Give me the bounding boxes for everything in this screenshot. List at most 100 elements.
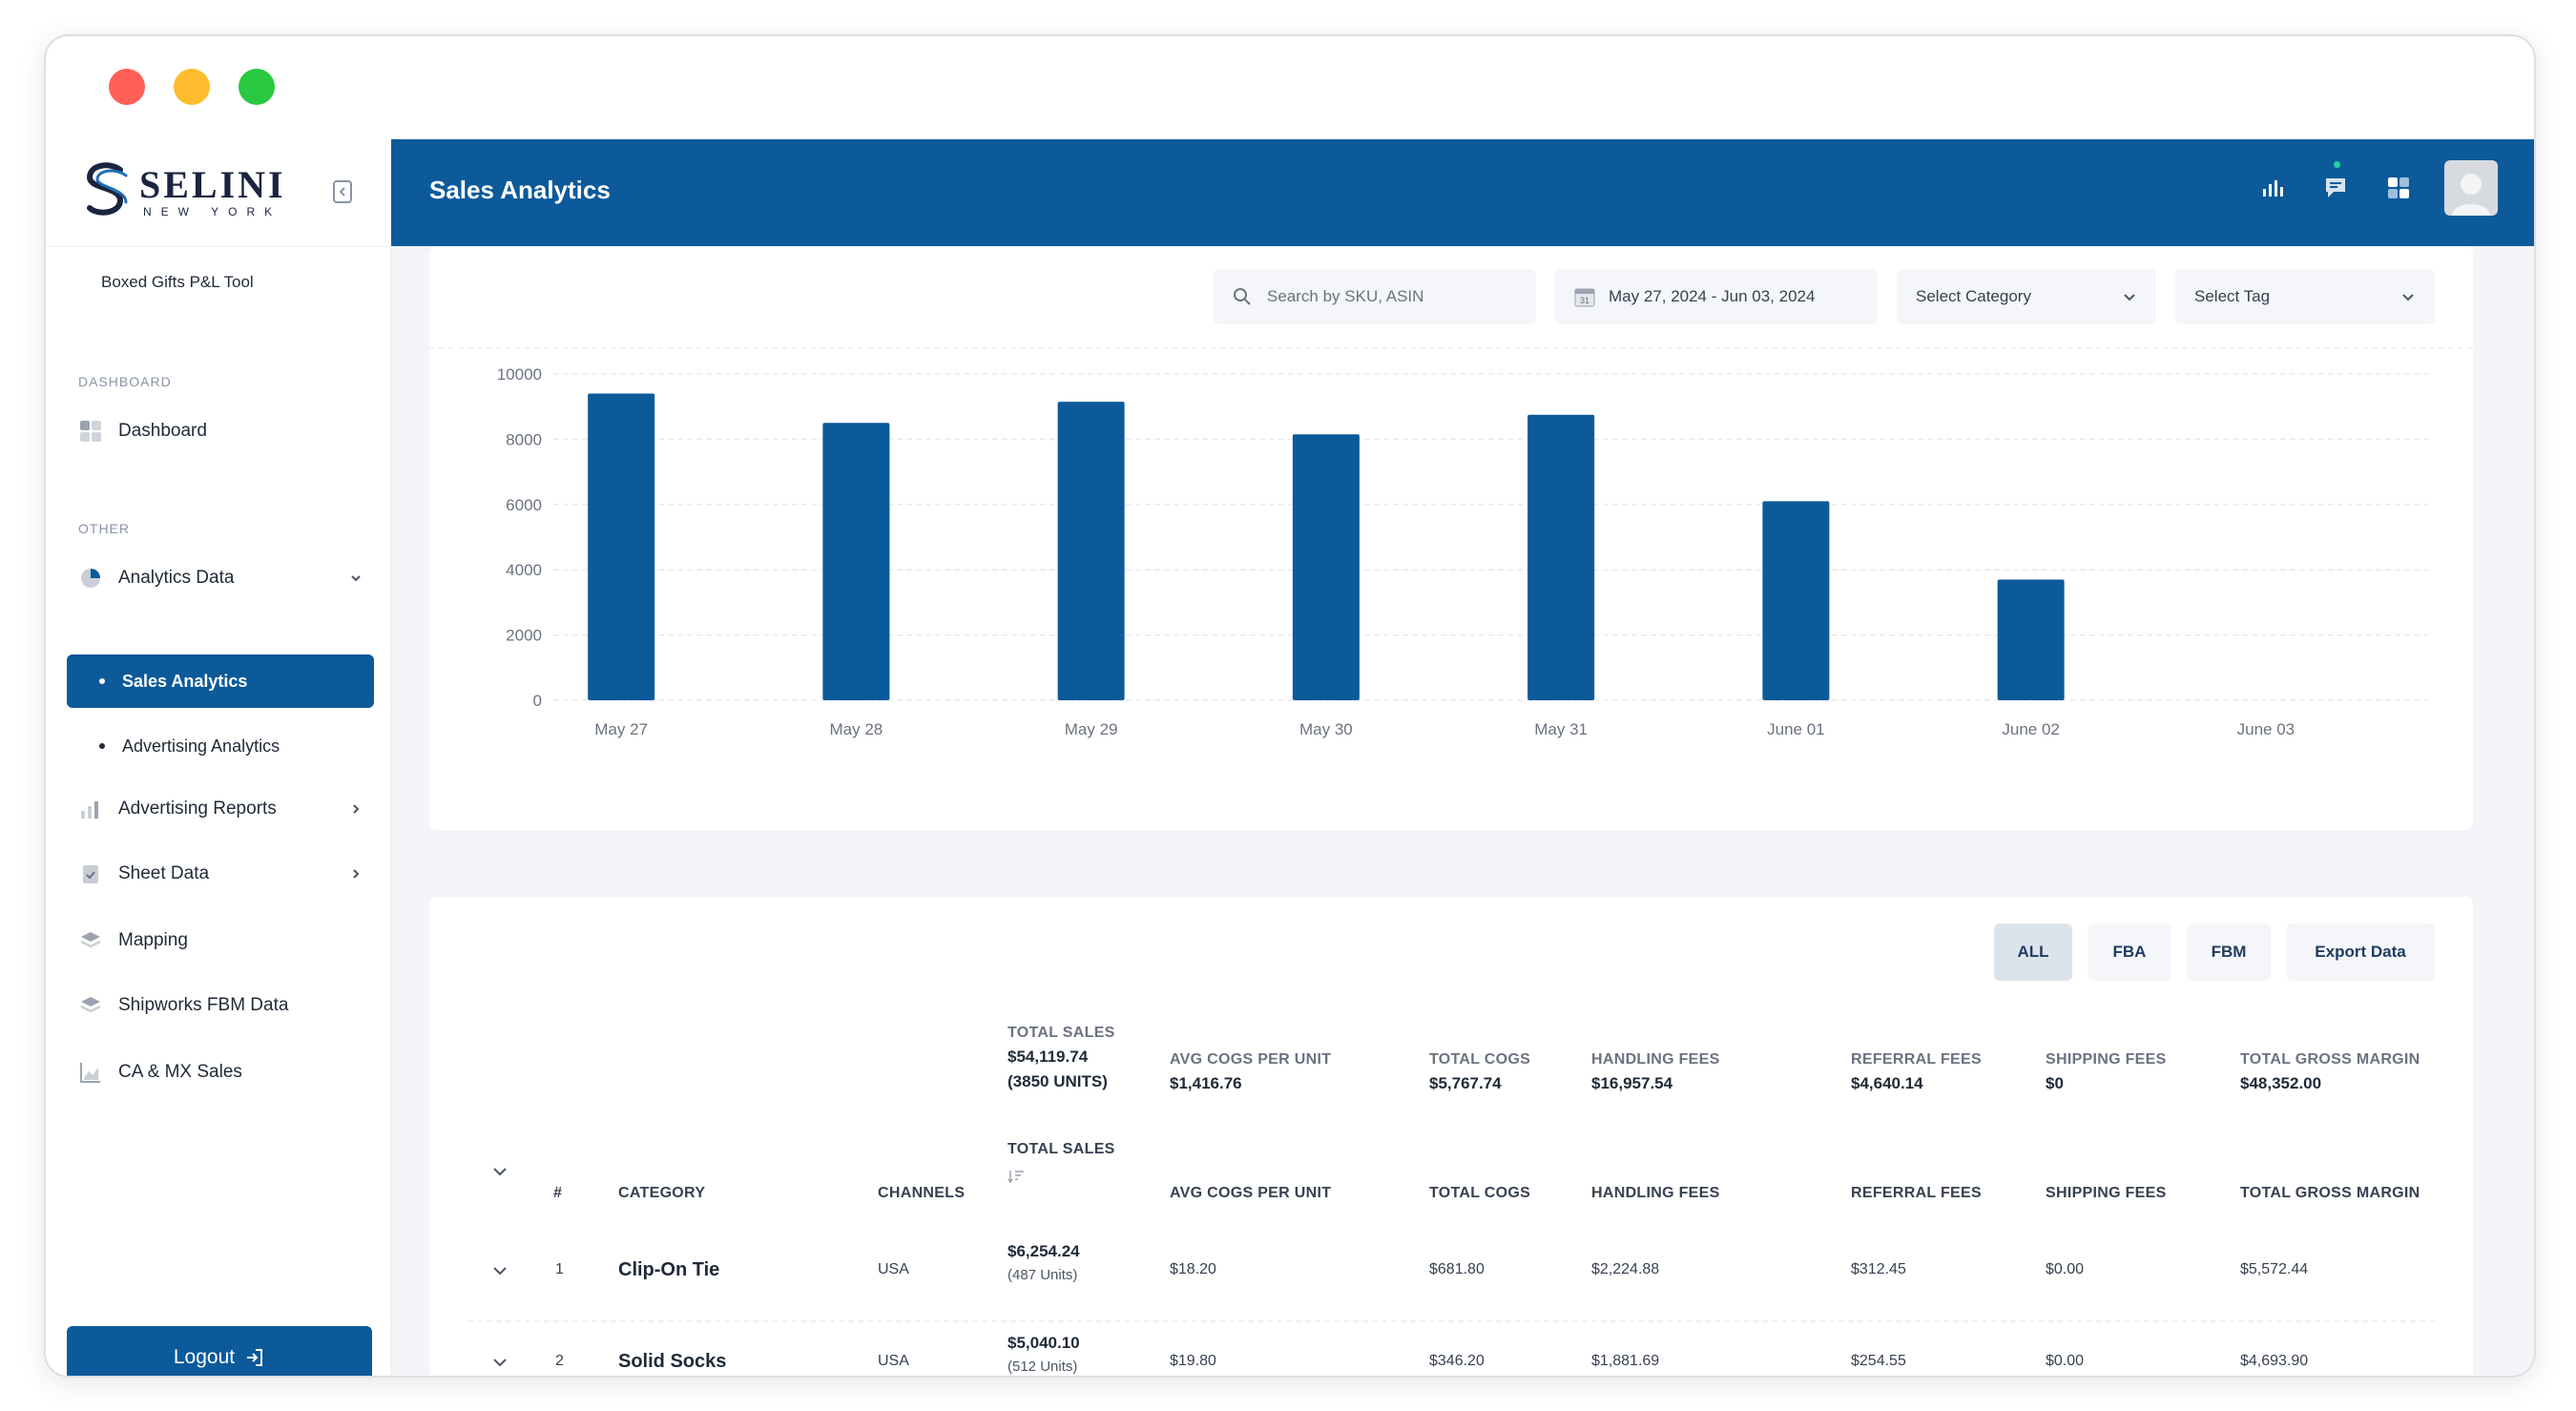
y-tick-label: 8000 bbox=[506, 430, 542, 448]
total-cogs-summary: TOTAL COGS $5,767.74 bbox=[1429, 1051, 1530, 1093]
chart-bar bbox=[1997, 579, 2065, 700]
search-input[interactable]: Search by SKU, ASIN bbox=[1214, 269, 1536, 324]
user-avatar[interactable] bbox=[2444, 160, 2498, 216]
dashboard-grid-icon bbox=[78, 419, 103, 444]
row-total-sales: $6,254.24 (487 Units) bbox=[1008, 1242, 1080, 1283]
chart-bar bbox=[1057, 402, 1125, 700]
chart-bar bbox=[588, 393, 655, 700]
app-window: SELINI NEW YORK Boxed Gifts P&L Tool DAS… bbox=[44, 34, 2536, 1378]
sidebar-item-ca-mx-sales[interactable]: CA & MX Sales bbox=[78, 1046, 380, 1099]
sort-icon[interactable] bbox=[1008, 1168, 1025, 1185]
messages-icon[interactable] bbox=[2318, 161, 2353, 205]
maximize-window-button[interactable] bbox=[239, 69, 275, 105]
sidebar-item-label: CA & MX Sales bbox=[118, 1062, 242, 1082]
bar-chart-icon bbox=[78, 797, 103, 821]
calendar-icon: 31 bbox=[1574, 286, 1595, 307]
category-select[interactable]: Select Category bbox=[1897, 269, 2156, 324]
section-label-dashboard: DASHBOARD bbox=[78, 374, 172, 389]
x-tick-label: May 30 bbox=[1299, 720, 1353, 738]
sidebar-item-analytics-data[interactable]: Analytics Data bbox=[78, 551, 380, 605]
filter-fbm-button[interactable]: FBM bbox=[2187, 923, 2271, 981]
shipping-fees-summary: SHIPPING FEES $0 bbox=[2046, 1051, 2167, 1093]
row-shipping-fees: $0.00 bbox=[2046, 1261, 2085, 1277]
date-range-picker[interactable]: 31 May 27, 2024 - Jun 03, 2024 bbox=[1555, 269, 1878, 324]
analytics-icon[interactable] bbox=[2255, 171, 2290, 205]
row-category[interactable]: Clip-On Tie bbox=[618, 1259, 720, 1280]
y-tick-label: 10000 bbox=[497, 365, 542, 384]
minimize-window-button[interactable] bbox=[174, 69, 210, 105]
column-header-avg-cogs[interactable]: AVG COGS PER UNIT bbox=[1170, 1185, 1332, 1201]
sidebar-item-label: Advertising Analytics bbox=[122, 736, 280, 756]
sidebar-item-advertising-reports[interactable]: Advertising Reports bbox=[78, 782, 380, 836]
column-header-category[interactable]: CATEGORY bbox=[618, 1185, 706, 1201]
sidebar-divider bbox=[46, 246, 390, 247]
row-num: 2 bbox=[555, 1353, 564, 1369]
header-actions bbox=[2255, 160, 2498, 216]
expand-row-icon[interactable] bbox=[490, 1353, 509, 1372]
gross-margin-value: $48,352.00 bbox=[2240, 1074, 2322, 1092]
chevron-right-icon bbox=[353, 804, 360, 814]
handling-fees-label: HANDLING FEES bbox=[1591, 1051, 1720, 1068]
row-channels: USA bbox=[878, 1261, 909, 1277]
sales-table-card: ALL FBA FBM Export Data TOTAL SALES $54,… bbox=[429, 897, 2473, 1376]
expand-row-icon[interactable] bbox=[490, 1261, 509, 1280]
close-window-button[interactable] bbox=[109, 69, 145, 105]
shipping-fees-label: SHIPPING FEES bbox=[2046, 1051, 2167, 1068]
chart-bar bbox=[822, 423, 890, 700]
sidebar-item-sales-analytics[interactable]: Sales Analytics bbox=[67, 654, 374, 708]
row-units: (512 Units) bbox=[1008, 1359, 1078, 1375]
column-header-num: # bbox=[553, 1185, 563, 1201]
brand-subtitle: NEW YORK bbox=[143, 204, 282, 218]
brand-logo[interactable]: SELINI NEW YORK bbox=[82, 160, 286, 219]
referral-fees-label: REFERRAL FEES bbox=[1851, 1051, 1982, 1068]
search-placeholder: Search by SKU, ASIN bbox=[1267, 287, 1424, 305]
sidebar-item-label: Analytics Data bbox=[118, 568, 235, 588]
sidebar-item-sheet-data[interactable]: Sheet Data bbox=[78, 847, 380, 901]
column-header-handling-fees[interactable]: HANDLING FEES bbox=[1591, 1185, 1720, 1201]
row-handling-fees: $1,881.69 bbox=[1591, 1353, 1660, 1369]
column-header-channels[interactable]: CHANNELS bbox=[878, 1185, 966, 1201]
x-tick-label: June 02 bbox=[2002, 720, 2060, 738]
channel-filter: ALL FBA FBM Export Data bbox=[1994, 923, 2435, 981]
x-tick-label: June 01 bbox=[1767, 720, 1825, 738]
tool-name: Boxed Gifts P&L Tool bbox=[101, 273, 254, 291]
row-total-sales: $5,040.10 (512 Units) bbox=[1008, 1334, 1080, 1375]
column-header-total-cogs[interactable]: TOTAL COGS bbox=[1429, 1185, 1531, 1201]
row-num: 1 bbox=[555, 1261, 564, 1277]
row-total-cogs: $346.20 bbox=[1429, 1353, 1485, 1369]
sidebar-item-label: Shipworks FBM Data bbox=[118, 995, 289, 1015]
tag-select[interactable]: Select Tag bbox=[2175, 269, 2435, 324]
column-header-total-sales[interactable]: TOTAL SALES bbox=[1008, 1141, 1115, 1190]
column-header-referral-fees[interactable]: REFERRAL FEES bbox=[1851, 1185, 1982, 1201]
filter-fba-button[interactable]: FBA bbox=[2088, 923, 2171, 981]
referral-fees-summary: REFERRAL FEES $4,640.14 bbox=[1851, 1051, 1982, 1093]
chevron-down-icon bbox=[2402, 294, 2414, 301]
total-sales-summary: TOTAL SALES $54,119.74 (3850 UNITS) bbox=[1008, 1025, 1115, 1091]
gross-margin-summary: TOTAL GROSS MARGIN $48,352.00 bbox=[2240, 1051, 2420, 1093]
row-total-cogs: $681.80 bbox=[1429, 1261, 1485, 1277]
filter-all-button[interactable]: ALL bbox=[1994, 923, 2072, 981]
column-header-shipping-fees[interactable]: SHIPPING FEES bbox=[2046, 1185, 2167, 1201]
chevron-down-icon bbox=[2124, 294, 2135, 301]
expand-all-icon[interactable] bbox=[490, 1162, 509, 1181]
category-select-value: Select Category bbox=[1916, 287, 2031, 305]
row-category[interactable]: Solid Socks bbox=[618, 1351, 727, 1372]
sidebar-item-label: Mapping bbox=[118, 930, 188, 950]
pie-chart-icon bbox=[78, 566, 103, 591]
total-cogs-value: $5,767.74 bbox=[1429, 1074, 1502, 1092]
export-data-button[interactable]: Export Data bbox=[2286, 923, 2435, 981]
sidebar-item-shipworks-fbm-data[interactable]: Shipworks FBM Data bbox=[78, 979, 380, 1032]
sidebar-item-label: Sheet Data bbox=[118, 863, 210, 883]
sidebar-item-advertising-analytics[interactable]: Advertising Analytics bbox=[67, 719, 374, 773]
collapse-sidebar-icon[interactable] bbox=[332, 179, 353, 204]
avg-cogs-summary: AVG COGS PER UNIT $1,416.76 bbox=[1170, 1051, 1331, 1093]
sidebar-item-mapping[interactable]: Mapping bbox=[78, 914, 380, 967]
apps-grid-icon[interactable] bbox=[2381, 171, 2416, 205]
row-shipping-fees: $0.00 bbox=[2046, 1353, 2085, 1369]
section-label-other: OTHER bbox=[78, 521, 130, 536]
sidebar-item-dashboard[interactable]: Dashboard bbox=[78, 405, 380, 458]
row-units: (487 Units) bbox=[1008, 1267, 1078, 1283]
column-header-gross-margin[interactable]: TOTAL GROSS MARGIN bbox=[2240, 1185, 2420, 1201]
logout-button[interactable]: Logout bbox=[67, 1326, 372, 1376]
bullet-icon bbox=[99, 743, 105, 749]
